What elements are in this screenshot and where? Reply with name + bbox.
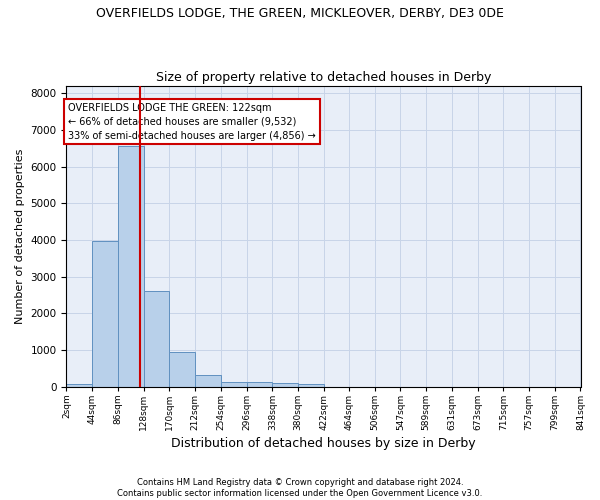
Bar [195, 376, 221, 386]
Bar [169, 352, 195, 386]
Bar [118, 146, 143, 386]
Y-axis label: Number of detached properties: Number of detached properties [15, 148, 25, 324]
Bar [143, 290, 169, 386]
Text: OVERFIELDS LODGE THE GREEN: 122sqm
← 66% of detached houses are smaller (9,532)
: OVERFIELDS LODGE THE GREEN: 122sqm ← 66%… [68, 102, 316, 141]
Bar [247, 382, 272, 386]
Title: Size of property relative to detached houses in Derby: Size of property relative to detached ho… [156, 70, 491, 84]
Bar [92, 241, 118, 386]
Text: OVERFIELDS LODGE, THE GREEN, MICKLEOVER, DERBY, DE3 0DE: OVERFIELDS LODGE, THE GREEN, MICKLEOVER,… [96, 8, 504, 20]
Bar [272, 383, 298, 386]
Text: Contains HM Land Registry data © Crown copyright and database right 2024.
Contai: Contains HM Land Registry data © Crown c… [118, 478, 482, 498]
Bar [67, 384, 92, 386]
X-axis label: Distribution of detached houses by size in Derby: Distribution of detached houses by size … [171, 437, 476, 450]
Bar [221, 382, 247, 386]
Bar [298, 384, 324, 386]
